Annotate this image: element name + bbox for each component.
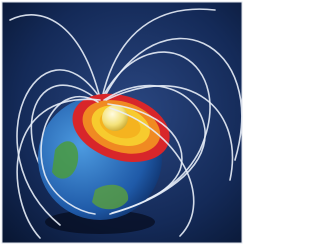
page: (() => { const data = JSON.parse(documen…: [0, 0, 244, 245]
illustration: [0, 0, 244, 245]
